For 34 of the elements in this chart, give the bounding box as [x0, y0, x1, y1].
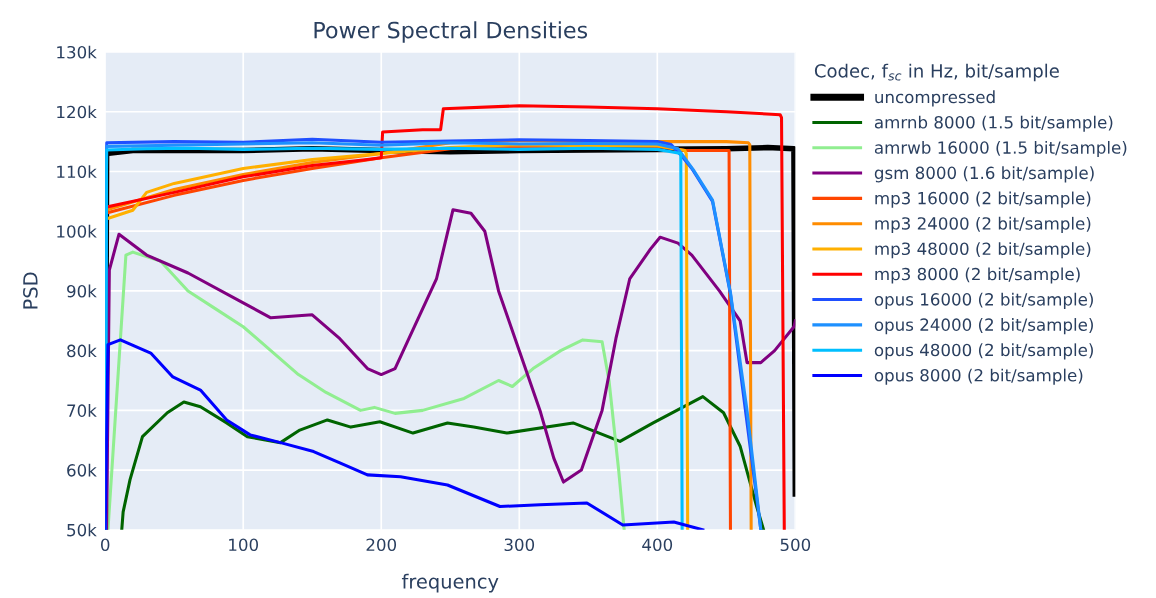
- x-tick-label: 0: [100, 538, 110, 552]
- y-tick-label: 60k: [67, 463, 97, 477]
- legend-label: mp3 24000 (2 bit/sample): [875, 216, 1091, 233]
- legend-title: Codec, f$_{sc}$ in Hz, bit/sample: [814, 63, 1059, 82]
- x-tick-label: 500: [780, 538, 811, 552]
- line-series: [120, 395, 766, 530]
- line-series: [106, 250, 626, 530]
- x-tick-label: 100: [229, 538, 259, 552]
- y-tick-label: 70k: [67, 404, 97, 417]
- y-tick-label: 80k: [67, 344, 97, 358]
- y-axis-title: PSD: [23, 272, 38, 309]
- legend-label: uncompressed: [875, 90, 995, 107]
- legend-label: opus 48000 (2 bit/sample): [874, 343, 1093, 360]
- line-series: [105, 338, 705, 530]
- legend-label: opus 8000 (2 bit/sample): [874, 368, 1083, 385]
- x-axis-title: frequency: [401, 573, 499, 593]
- y-tick-label: 120k: [57, 105, 97, 119]
- legend-label: gsm 8000 (1.6 bit/sample): [874, 166, 1094, 183]
- x-tick-label: 300: [504, 538, 535, 552]
- y-tick-label: 100k: [57, 224, 97, 238]
- y-tick-label: 130k: [57, 45, 97, 59]
- legend-label: mp3 48000 (2 bit/sample): [875, 242, 1091, 259]
- legend-label: mp3 8000 (2 bit/sample): [875, 267, 1080, 284]
- legend-label: opus 24000 (2 bit/sample): [874, 318, 1093, 335]
- legend-label: mp3 16000 (2 bit/sample): [875, 191, 1091, 208]
- y-tick-label: 110k: [57, 165, 97, 179]
- legend-label: opus 16000 (2 bit/sample): [874, 292, 1093, 309]
- x-tick-label: 400: [642, 538, 673, 552]
- legend-label: amrwb 16000 (1.5 bit/sample): [874, 140, 1127, 158]
- y-tick-label: 90k: [67, 284, 97, 298]
- x-tick-label: 200: [366, 538, 397, 552]
- y-tick-label: 50k: [67, 523, 97, 537]
- chart-title: Power Spectral Densities: [314, 21, 588, 43]
- legend-label: amrnb 8000 (1.5 bit/sample): [874, 115, 1113, 132]
